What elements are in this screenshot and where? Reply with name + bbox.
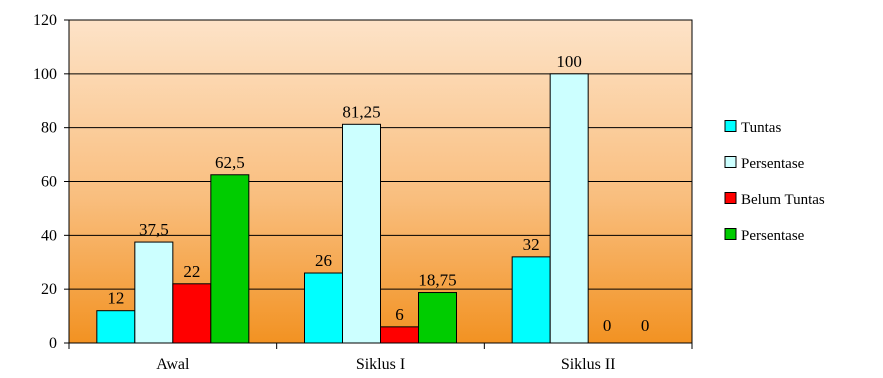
legend-swatch [724,156,737,168]
y-tick-label: 80 [41,120,57,137]
data-label: 22 [183,262,200,281]
data-label: 6 [395,305,404,324]
data-label: 32 [523,235,540,254]
bar [511,256,551,344]
bar [172,283,212,344]
x-tick-label: Siklus II [561,356,616,373]
bar [342,123,381,344]
y-tick-label: 120 [33,12,57,29]
bars [96,73,589,344]
data-label: 12 [107,289,124,308]
data-label: 62,5 [215,153,245,172]
legend-swatch [724,192,737,204]
legend-label: Persentase [741,228,805,244]
legend-swatch [724,228,737,240]
data-label: 0 [641,316,650,335]
x-tick-label: Siklus I [356,356,405,373]
data-label: 0 [603,316,612,335]
y-tick-label: 0 [49,335,57,352]
bar [210,174,250,344]
data-label: 26 [315,251,332,270]
legend-label: Tuntas [741,120,781,136]
data-labels: 12 37,5 22 62,5 26 81,25 6 18,75 32 100 0 0 [107,52,649,335]
y-tick-label: 20 [41,281,57,298]
legend-label: Belum Tuntas [741,192,825,208]
bar [304,272,343,344]
bar [134,241,174,344]
legend-label: Persentase [741,156,805,172]
data-label: 37,5 [139,220,169,239]
data-label: 18,75 [418,271,456,290]
y-tick-label: 40 [41,227,57,244]
bar [549,73,589,344]
y-tick-label: 60 [41,174,57,191]
bar [418,292,457,344]
y-tick-label: 100 [33,66,57,83]
data-label: 81,25 [342,102,380,121]
legend: Tuntas Persentase Belum Tuntas Persentase [724,120,825,244]
bar [380,326,419,344]
data-label: 100 [556,52,582,71]
legend-swatch [724,120,737,132]
bar [96,310,136,344]
x-tick-label: Awal [156,356,190,373]
